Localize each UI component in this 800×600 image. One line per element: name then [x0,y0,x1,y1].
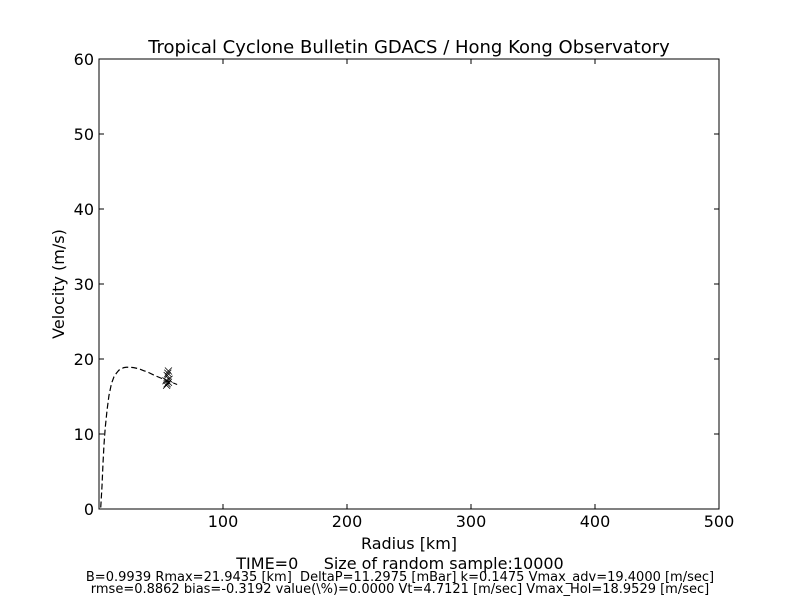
y-tick-label: 10 [74,425,94,444]
observation-marker [163,371,171,380]
y-axis-label: Velocity (m/s) [49,229,68,339]
footer-time-sample: TIME=0 Size of random sample:10000 [236,554,564,573]
chart-title: Tropical Cyclone Bulletin GDACS / Hong K… [147,37,670,58]
marker-stroke [164,378,173,387]
marker-stroke [164,369,172,378]
observation-marker [164,378,173,387]
footer-parameters: B=0.9939 Rmax=21.9435 [km] DeltaP=11.297… [85,570,715,585]
y-tick-label: 50 [74,125,94,144]
observation-marker [165,375,173,384]
x-tick-label: 400 [580,512,611,531]
plot-area [98,58,720,510]
observation-marker [164,367,173,375]
y-tick-label: 60 [74,50,94,69]
marker-stroke [164,367,173,375]
marker-stroke [165,375,173,384]
y-tick-label: 20 [74,350,94,369]
x-axis-label: Radius [km] [361,534,457,553]
x-tick-label: 300 [456,512,487,531]
y-tick-label: 40 [74,200,94,219]
x-tick-label: 500 [704,512,735,531]
footer-statistics: rmse=0.8862 bias=-0.3192 value(\%)=0.000… [90,582,710,597]
y-tick-label: 0 [84,500,94,519]
wind-profile-curve [100,366,178,508]
marker-stroke [163,371,171,380]
x-tick-label: 100 [208,512,239,531]
y-tick-label: 30 [74,275,94,294]
x-tick-label: 200 [332,512,363,531]
observation-marker [164,369,172,378]
